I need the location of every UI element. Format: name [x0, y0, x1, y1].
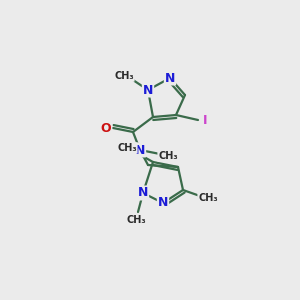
- Text: CH₃: CH₃: [158, 151, 178, 161]
- Text: O: O: [101, 122, 111, 134]
- Text: CH₃: CH₃: [198, 193, 218, 203]
- Text: N: N: [165, 71, 175, 85]
- Text: N: N: [135, 143, 145, 157]
- Text: N: N: [143, 83, 153, 97]
- Text: N: N: [138, 187, 148, 200]
- Text: N: N: [158, 196, 168, 209]
- Text: CH₃: CH₃: [114, 71, 134, 81]
- Text: I: I: [203, 113, 207, 127]
- Text: CH₃: CH₃: [117, 143, 137, 153]
- Text: CH₃: CH₃: [126, 215, 146, 225]
